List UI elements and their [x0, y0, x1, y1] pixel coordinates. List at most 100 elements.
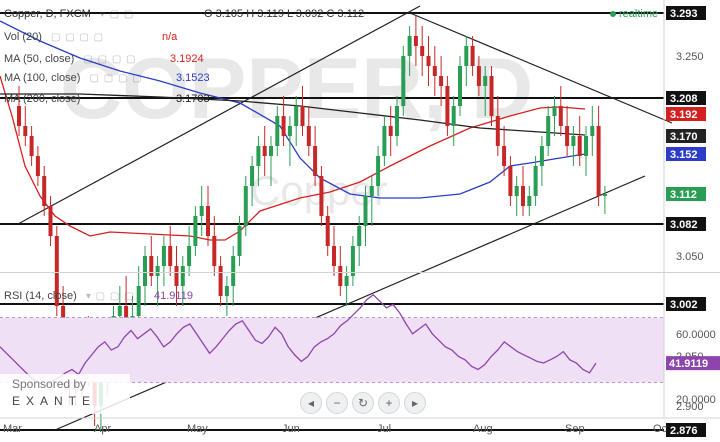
rsi-line: [0, 293, 597, 387]
candle-body: [161, 246, 166, 266]
candle-body: [174, 266, 179, 286]
candle-body: [546, 116, 551, 146]
candle-body: [432, 66, 437, 76]
sponsor-box[interactable]: Sponsored by EXANTE: [0, 374, 130, 414]
candle-body: [54, 236, 59, 306]
candle-body: [420, 46, 425, 56]
candle-body: [212, 236, 217, 266]
level-tag: [666, 217, 706, 231]
level-tag: [666, 6, 706, 20]
symbol-menu-icons[interactable]: ▾ ▢ ▢: [99, 9, 135, 20]
candle-body: [401, 56, 406, 106]
zoom-in-icon[interactable]: +: [378, 392, 400, 414]
chart-navigation: ◂ − ↻ + ▸: [300, 392, 426, 414]
realtime-status: realtime: [619, 8, 659, 20]
candle-body: [363, 196, 368, 226]
candle-body: [508, 166, 513, 196]
candle-body: [514, 186, 519, 196]
time-tick-label: Mar: [3, 423, 22, 435]
candle-body: [256, 146, 261, 166]
indicator-row-vol[interactable]: Vol (20) ▢ ▢ ▢ ▢ n/a: [4, 31, 177, 43]
price-tag-label: 3.112: [670, 189, 697, 201]
candle-body: [388, 126, 393, 136]
candle-body: [338, 266, 343, 286]
level-tag-label: 3.208: [670, 93, 698, 105]
indicator-settings-icons[interactable]: ▾ ▢ ▢ ▢: [85, 291, 135, 302]
ohlc-o-value: 3.105: [215, 8, 244, 20]
candle-body: [237, 226, 242, 256]
time-tick-label: Aug: [473, 423, 493, 435]
rsi-value-label: 41.9119: [669, 358, 708, 370]
candle-body: [596, 126, 601, 196]
symbol-header: Copper, D, FXCM ▾ ▢ ▢: [4, 8, 134, 20]
indicator-value: n/a: [162, 31, 178, 43]
candle-body: [470, 46, 475, 66]
candle-body: [306, 126, 311, 146]
candle-body: [294, 106, 299, 126]
indicator-settings-icons[interactable]: ▢ ▢ ▢ ▢: [50, 32, 105, 43]
trendline: [54, 175, 646, 431]
time-tick-label: Jun: [282, 423, 300, 435]
rsi-value-tag: [666, 356, 720, 371]
ma-line: [0, 93, 586, 136]
level-tag-label: 3.293: [670, 8, 698, 20]
time-tick-label: May: [187, 423, 208, 435]
candle-body: [382, 126, 387, 156]
candle-body: [29, 136, 34, 156]
ohlc-readout: O 3.105 H 3.119 L 3.092 C 3.112: [204, 8, 364, 20]
indicator-row-ma50[interactable]: MA (50, close) ▢ ▢ ▢ ▢ 3.1924: [4, 53, 204, 65]
time-tick-label: Jul: [377, 423, 391, 435]
candle-body: [23, 126, 28, 136]
candle-body: [376, 156, 381, 186]
ohlc-l-value: 3.092: [295, 8, 324, 20]
symbol-label: Copper, D, FXCM: [4, 8, 91, 20]
level-tag-label: 3.082: [670, 219, 698, 231]
price-panel: COPPER, D Copper: [0, 5, 673, 431]
candle-body: [199, 206, 204, 216]
candle-body: [571, 136, 576, 146]
level-tag: [666, 297, 706, 311]
sponsor-brand: EXANTE: [12, 394, 97, 408]
indicator-settings-icons[interactable]: ▢ ▢ ▢ ▢: [83, 54, 137, 65]
indicator-label: Vol (20): [4, 31, 42, 43]
sponsor-caption: Sponsored by: [12, 377, 87, 391]
candle-body: [350, 246, 355, 276]
ohlc-h-value: 3.119: [257, 8, 284, 20]
ohlc-l-label: L: [287, 8, 293, 20]
candle-body: [558, 106, 563, 126]
ohlc-c-label: C: [326, 8, 335, 20]
indicator-settings-icons[interactable]: ▢ ▢ ▢ ▢: [89, 73, 143, 84]
price-tag-label: 3.170: [670, 131, 698, 143]
zoom-out-icon[interactable]: −: [326, 392, 348, 414]
candle-body: [149, 256, 154, 276]
candle-body: [464, 46, 469, 66]
candle-body: [439, 76, 444, 86]
reset-icon[interactable]: ↻: [352, 392, 374, 414]
ohlc-h-label: H: [246, 8, 255, 20]
candle-body: [155, 266, 160, 276]
candle-body: [369, 186, 374, 196]
candle-body: [319, 176, 324, 216]
candle-body: [136, 286, 141, 316]
price-tag-label: 3.152: [670, 149, 698, 161]
candle-body: [476, 66, 481, 86]
candle-body: [590, 126, 595, 136]
scroll-right-icon[interactable]: ▸: [404, 392, 426, 414]
candle-body: [117, 306, 122, 316]
candle-body: [180, 266, 185, 286]
trendline: [409, 12, 673, 124]
candle-body: [539, 146, 544, 166]
candle-body: [243, 186, 248, 226]
candle-body: [313, 146, 318, 176]
candle-body: [407, 36, 412, 56]
indicator-label: MA (50, close): [4, 53, 75, 65]
indicator-row-ma200[interactable]: MA (200, close) 3.1703: [4, 93, 210, 105]
indicator-row-rsi[interactable]: RSI (14, close) ▾ ▢ ▢ ▢ 41.9119: [4, 290, 193, 302]
indicator-row-ma100[interactable]: MA (100, close) ▢ ▢ ▢ ▢ 3.1523: [4, 72, 210, 84]
scroll-left-icon[interactable]: ◂: [300, 392, 322, 414]
candle-body: [17, 106, 21, 126]
candle-body: [193, 216, 198, 246]
price-tag: [666, 107, 706, 121]
candle-body: [168, 246, 173, 266]
